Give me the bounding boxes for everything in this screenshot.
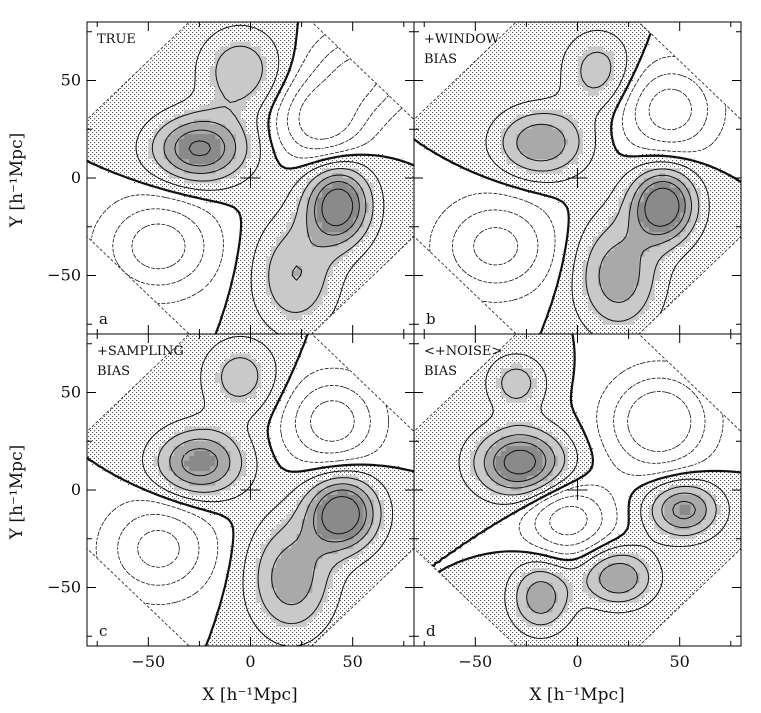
panel-d-contour-4	[458, 353, 730, 639]
y-tick-label: 0	[71, 168, 81, 187]
panel-b-contour-1	[452, 73, 709, 284]
panel-a-shade-1	[148, 41, 374, 320]
panel-c-shade-1	[153, 353, 384, 628]
panel-c-label-0: +SAMPLING	[97, 344, 184, 359]
panel-a-label-0: TRUE	[97, 32, 136, 47]
panel-a-contour-7	[174, 129, 360, 236]
panel-d-label-1: BIAS	[424, 364, 457, 379]
y-tick-label: −50	[47, 266, 81, 285]
panel-c-contour-5	[157, 357, 382, 625]
panel-d-contour-6	[483, 434, 707, 614]
panel-b-label-0: +WINDOW	[424, 32, 500, 47]
y-axis-title-bottom: Y [h⁻¹Mpc]	[7, 445, 27, 540]
panel-d-contour-1	[534, 377, 706, 546]
panel-a-contour-8	[188, 140, 354, 227]
panel-a-letter: a	[99, 310, 108, 328]
panel-b-label-1: BIAS	[424, 52, 457, 67]
panel-d-contour-7	[493, 441, 696, 520]
y-tick-label: −50	[47, 578, 81, 597]
x-tick-label: −50	[131, 652, 165, 671]
panel-b-contour-7	[637, 181, 686, 236]
panel-c: +SAMPLING BIAS c	[86, 333, 415, 647]
x-axis-title-right: X [h⁻¹Mpc]	[529, 685, 624, 705]
panel-c-label-1: BIAS	[97, 364, 130, 379]
panel-c-contour-3	[87, 334, 414, 646]
panel-c-shade-3	[184, 451, 364, 540]
panel-d-shade-3	[495, 446, 691, 515]
panel-c-contour-7	[181, 448, 367, 543]
y-tick-label: 50	[61, 383, 81, 402]
panel-a-contour-5	[151, 45, 374, 314]
panel-d-contour-2	[518, 360, 724, 555]
panel-c-contour-4	[141, 335, 394, 646]
panel-c-contour-0	[137, 400, 355, 568]
panel-c-contour-8	[321, 495, 360, 535]
panel-a-contour-6	[163, 120, 367, 281]
panel-d-label-0: <+NOISE>	[424, 344, 502, 359]
panel-c-contour-6	[169, 438, 374, 606]
panel-d-contour-5	[473, 368, 717, 626]
panel-d-contour-0	[549, 391, 692, 536]
panel-a-origin-cross	[240, 168, 261, 188]
panel-b-contour-3	[414, 22, 741, 334]
y-axis-title-top: Y [h⁻¹Mpc]	[7, 133, 27, 228]
panel-b-letter: b	[426, 310, 436, 328]
panel-b-contour-4	[485, 29, 710, 334]
panel-b-origin-cross	[567, 168, 588, 188]
panel-b-contour-0	[473, 88, 692, 266]
x-axis-title-left: X [h⁻¹Mpc]	[202, 685, 297, 705]
x-tick-label: 0	[572, 652, 582, 671]
panel-b-contour-6	[516, 123, 693, 303]
panel-b-contour-8	[644, 187, 680, 227]
panel-b-shade-1	[500, 46, 701, 325]
y-tick-label: 0	[71, 480, 81, 499]
y-tick-label: 50	[61, 71, 81, 90]
x-tick-label: −50	[458, 652, 492, 671]
panel-c-letter: c	[99, 622, 107, 640]
panel-d-letter: d	[426, 622, 436, 640]
panel-d: <+NOISE> BIAS d	[413, 333, 742, 647]
x-tick-label: 50	[343, 652, 363, 671]
panel-d-origin-cross	[567, 480, 588, 500]
panel-d-shade-1	[470, 363, 722, 628]
panel-d-contour-8	[503, 449, 537, 475]
panel-c-origin-cross	[240, 480, 261, 500]
panel-a: TRUE a	[86, 21, 415, 335]
panel-a-contour-3	[87, 22, 414, 334]
x-tick-label: 50	[670, 652, 690, 671]
panel-b-contour-5	[502, 51, 700, 322]
panel-c-contour-1	[117, 385, 371, 586]
panel-a-shade-3	[178, 134, 359, 233]
panel-b: +WINDOW BIAS b	[413, 21, 742, 335]
panel-d-shade-0	[414, 334, 741, 646]
x-tick-label: 0	[245, 652, 255, 671]
panel-a-contour-4	[135, 24, 385, 334]
